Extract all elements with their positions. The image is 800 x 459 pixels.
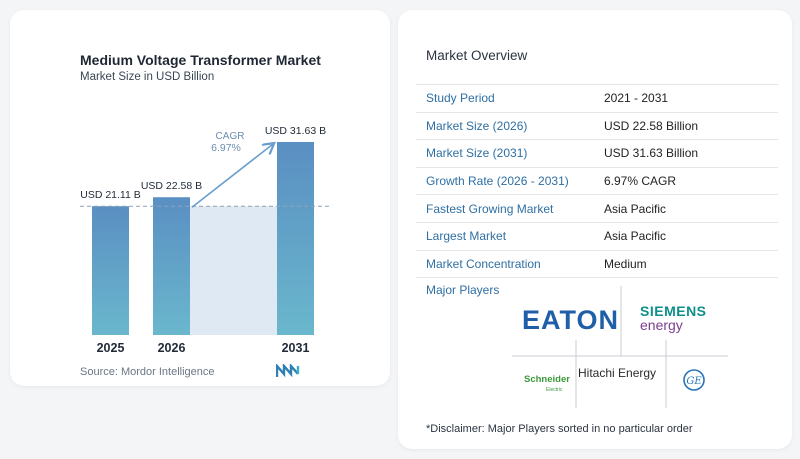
overview-row: Study Period 2021 - 2031 bbox=[416, 84, 778, 113]
overview-value: 6.97% CAGR bbox=[594, 167, 778, 196]
cagr-value: 6.97% bbox=[211, 142, 241, 154]
hitachi-energy-logo: Hitachi Energy bbox=[578, 366, 657, 380]
category-label: 2031 bbox=[282, 341, 310, 355]
overview-row: Market Concentration Medium bbox=[416, 250, 778, 279]
overview-key: Market Concentration bbox=[416, 250, 594, 279]
disclaimer-text: *Disclaimer: Major Players sorted in no … bbox=[426, 423, 693, 435]
svg-text:Schneider: Schneider bbox=[524, 374, 570, 385]
svg-text:energy: energy bbox=[640, 317, 683, 333]
source-text: Source: Mordor Intelligence bbox=[80, 366, 215, 378]
svg-text:Electric: Electric bbox=[546, 387, 563, 393]
bar-value-label: USD 21.11 B bbox=[80, 189, 141, 201]
svg-text:EATON: EATON bbox=[522, 305, 619, 335]
ge-logo: GE bbox=[683, 369, 705, 391]
overview-row: Growth Rate (2026 - 2031) 6.97% CAGR bbox=[416, 167, 778, 196]
cagr-arrow bbox=[191, 144, 273, 208]
overview-value: Asia Pacific bbox=[594, 222, 778, 251]
overview-row: Largest Market Asia Pacific bbox=[416, 222, 778, 251]
overview-table: Study Period 2021 - 2031 Market Size (2026… bbox=[416, 84, 778, 279]
chart-title: Medium Voltage Transformer Market bbox=[80, 52, 321, 68]
bar-value-label: USD 22.58 B bbox=[141, 180, 202, 192]
overview-value: USD 22.58 Billion bbox=[594, 112, 778, 141]
growth-shade bbox=[190, 206, 277, 335]
bar bbox=[277, 142, 314, 335]
category-label: 2025 bbox=[97, 341, 125, 355]
svg-text:SIEMENS: SIEMENS bbox=[640, 303, 707, 319]
overview-title: Market Overview bbox=[426, 48, 528, 63]
overview-key: Fastest Growing Market bbox=[416, 194, 594, 223]
bar bbox=[153, 197, 190, 335]
overview-key: Growth Rate (2026 - 2031) bbox=[416, 167, 594, 196]
overview-row: Market Size (2031) USD 31.63 Billion bbox=[416, 139, 778, 168]
schneider-logo: Schneider Electric bbox=[524, 374, 570, 393]
overview-key: Study Period bbox=[416, 84, 594, 113]
overview-value: Medium bbox=[594, 250, 778, 279]
siemens-energy-logo: SIEMENS energy bbox=[640, 303, 707, 333]
cagr-label: CAGR bbox=[216, 131, 245, 142]
overview-key: Market Size (2026) bbox=[416, 112, 594, 141]
overview-value: USD 31.63 Billion bbox=[594, 139, 778, 168]
overview-row: Fastest Growing Market Asia Pacific bbox=[416, 194, 778, 223]
mordor-logo-icon bbox=[276, 364, 300, 378]
svg-text:GE: GE bbox=[686, 376, 702, 387]
overview-key: Largest Market bbox=[416, 222, 594, 251]
overview-key: Market Size (2031) bbox=[416, 139, 594, 168]
major-players-title: Major Players bbox=[426, 283, 500, 297]
chart-subtitle: Market Size in USD Billion bbox=[80, 71, 215, 83]
bar bbox=[92, 206, 129, 335]
category-label: 2026 bbox=[158, 341, 186, 355]
eaton-logo: EATON bbox=[522, 305, 619, 335]
bar-value-label: USD 31.63 B bbox=[265, 125, 326, 137]
overview-row: Market Size (2026) USD 22.58 Billion bbox=[416, 112, 778, 141]
overview-value: 2021 - 2031 bbox=[594, 84, 778, 113]
overview-value: Asia Pacific bbox=[594, 194, 778, 223]
